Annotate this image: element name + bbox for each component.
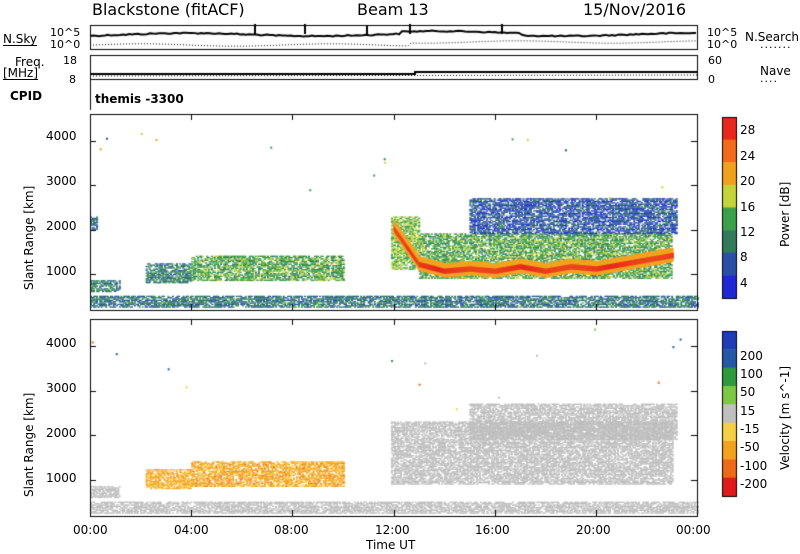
nave-label: Nave: [760, 64, 791, 78]
freq-unit-label: [MHz]: [3, 66, 39, 80]
velocity-cbar-tick-100: 100: [740, 367, 763, 381]
power-cbar-tick-20: 20: [740, 174, 756, 188]
freq-tick-top: 18: [63, 54, 77, 67]
power-ytick-3000: 3000: [46, 174, 77, 188]
xtick-0000-end: 00:00: [676, 523, 711, 537]
velocity-cbar-tick-200: 200: [740, 349, 763, 363]
nsearch-legend-dots: ·······: [760, 41, 792, 54]
nave-tick-bottom: 0: [708, 73, 715, 86]
nsearch-tick-bottom: 10^0: [707, 38, 738, 51]
freq-tick-bottom: 8: [69, 73, 76, 86]
xtick-0800: 08:00: [274, 523, 309, 537]
station-title: Blackstone (fitACF): [92, 0, 245, 19]
power-ytick-2000: 2000: [46, 219, 77, 233]
freq-label: Freq.: [15, 55, 45, 69]
cpid-label: CPID: [10, 89, 43, 103]
power-cbar-tick-24: 24: [740, 149, 756, 163]
nsearch-tick-top: 10^5: [707, 26, 738, 39]
xaxis-label: Time UT: [366, 538, 416, 552]
nsky-tick-top: 10^5: [50, 26, 81, 39]
velocity-ylabel: Slant Range [km]: [22, 392, 36, 497]
velocity-cbar-label: Velocity [m s^-1]: [778, 365, 792, 470]
velocity-ytick-3000: 3000: [46, 381, 77, 395]
xtick-0000: 00:00: [73, 523, 108, 537]
power-ytick-4000: 4000: [46, 129, 77, 143]
power-ylabel: Slant Range [km]: [22, 185, 36, 290]
xtick-2000: 20:00: [576, 523, 611, 537]
power-cbar-tick-4: 4: [740, 276, 748, 290]
velocity-cbar-tick-m200: -200: [740, 477, 768, 491]
xtick-1200: 12:00: [375, 523, 410, 537]
velocity-ytick-2000: 2000: [46, 426, 77, 440]
nsearch-label: N.Search: [745, 30, 800, 44]
nave-tick-top: 60: [708, 54, 722, 67]
power-cbar-tick-16: 16: [740, 200, 756, 214]
nsky-label: N.Sky: [3, 32, 38, 46]
velocity-cbar-tick-m15: -15: [740, 422, 760, 436]
power-cbar-tick-12: 12: [740, 225, 756, 239]
velocity-cbar-tick-m50: -50: [740, 440, 760, 454]
velocity-ytick-4000: 4000: [46, 336, 77, 350]
xtick-1600: 16:00: [475, 523, 510, 537]
power-cbar-label: Power [dB]: [778, 181, 792, 247]
velocity-cbar-tick-m100: -100: [740, 459, 768, 473]
beam-title: Beam 13: [357, 0, 429, 19]
power-cbar-tick-28: 28: [740, 123, 756, 137]
date-title: 15/Nov/2016: [583, 0, 687, 19]
velocity-cbar-tick-15: 15: [740, 404, 756, 418]
xtick-0400: 04:00: [174, 523, 209, 537]
velocity-ytick-1000: 1000: [46, 471, 77, 485]
velocity-cbar-tick-50: 50: [740, 385, 756, 399]
nsky-tick-bottom: 10^0: [50, 38, 81, 51]
power-ytick-1000: 1000: [46, 264, 77, 278]
power-cbar-tick-8: 8: [740, 250, 748, 264]
nave-legend-dots: ····: [760, 75, 778, 88]
cpid-value: themis -3300: [95, 92, 184, 106]
